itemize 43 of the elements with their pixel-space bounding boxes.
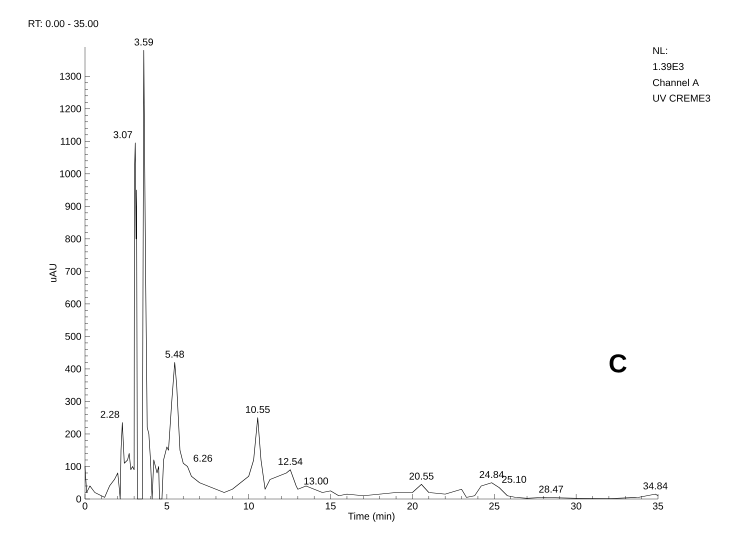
- x-tick-label: 30: [570, 502, 582, 510]
- y-tick-label: 100: [66, 462, 82, 470]
- annotation: 20.55: [409, 472, 434, 480]
- y-tick-label: 300: [65, 398, 82, 405]
- x-tick-label: 10: [244, 502, 254, 510]
- x-tick-label: 35: [652, 502, 664, 510]
- annotation: 3.59: [134, 38, 154, 46]
- y-tick-label: 800: [65, 235, 82, 242]
- x-tick-label: 5: [164, 502, 170, 510]
- y-tick-label: 500: [65, 332, 82, 340]
- annotation: 28.47: [539, 486, 564, 493]
- annotation: 1.39E3: [653, 63, 684, 70]
- annotation: 12.54: [278, 458, 302, 466]
- y-tick-label: 1100: [60, 138, 82, 145]
- y-tick-label: 0: [76, 495, 82, 503]
- y-tick-label: 700: [65, 268, 82, 275]
- x-tick-label: 0: [82, 502, 88, 510]
- annotation: 6.26: [194, 454, 212, 462]
- annotation: NL:: [653, 47, 668, 54]
- y-axis-title: uAU: [50, 264, 56, 282]
- y-tick-label: 400: [65, 365, 82, 372]
- annotation: 5.48: [165, 350, 184, 358]
- annotation: 3.07: [114, 131, 132, 138]
- y-tick-label: 600: [65, 300, 82, 308]
- annotation: 10.55: [246, 406, 270, 413]
- x-tick-label: 15: [326, 502, 336, 510]
- y-tick-label: 1200: [60, 105, 82, 112]
- annotation: 24.84: [480, 470, 504, 478]
- annotation: 2.28: [100, 410, 120, 418]
- annotation: 13.00: [304, 477, 328, 485]
- y-tick-label: 1300: [60, 72, 82, 80]
- x-tick-label: 25: [489, 502, 500, 510]
- y-tick-label: 900: [65, 202, 82, 210]
- annotation: 34.84: [643, 482, 668, 490]
- annotation: 25.10: [502, 476, 526, 483]
- y-tick-label: 200: [65, 430, 82, 438]
- annotation: UV CREME3: [653, 94, 710, 102]
- annotation: Channel A: [652, 78, 699, 86]
- text: RT: 0.00 - 35.00: [28, 20, 98, 28]
- annotation: C: [610, 354, 627, 373]
- x-axis-title: Time (min): [348, 512, 394, 522]
- y-tick-label: 1000: [60, 170, 82, 178]
- x-tick-label: 20: [407, 502, 418, 510]
